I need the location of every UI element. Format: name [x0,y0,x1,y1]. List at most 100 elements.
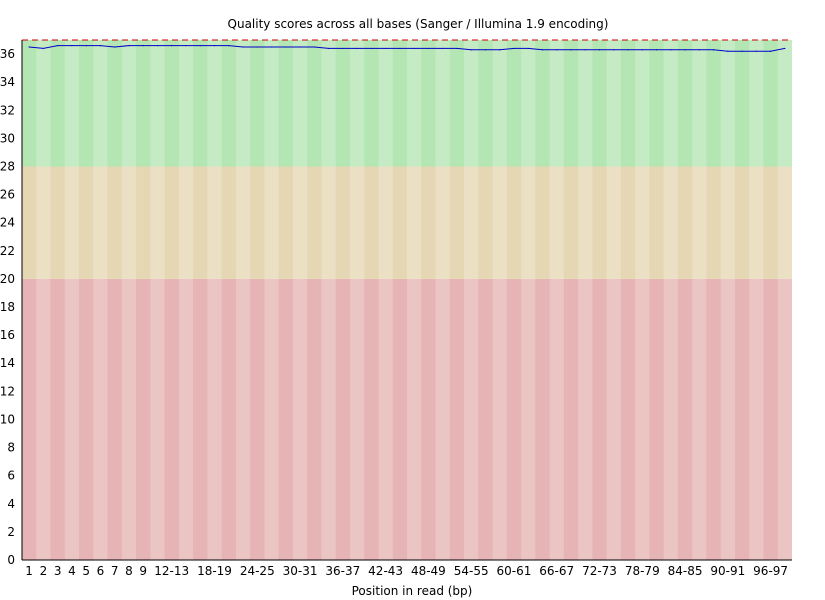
data-point-47 [698,49,700,51]
data-point-43 [641,49,643,51]
stripe-51 [749,40,764,560]
x-tick-label: 66-67 [539,564,574,578]
x-tick-label: 24-25 [240,564,275,578]
x-tick-label: 9 [139,564,147,578]
x-tick-label: 7 [111,564,119,578]
chart-title: Quality scores across all bases (Sanger … [228,17,609,31]
x-tick-label: 48-49 [411,564,446,578]
data-point-26 [399,47,401,50]
stripe-7 [121,40,137,560]
y-tick-label: 24 [0,216,15,230]
data-point-32 [484,49,487,51]
data-point-30 [456,47,458,50]
y-tick-label: 34 [0,75,15,89]
stripe-35 [521,40,536,560]
x-tick-label: 2 [40,564,48,578]
stripe-45 [663,40,678,560]
x-axis-ticks: 1 2 3 4 5 6 7 8 9 12-13 18-19 24-25 30-31 36-37 42-43 4… [25,564,788,578]
x-axis-label: Position in read (bp) [352,584,473,598]
data-point-23 [356,47,358,50]
position-stripes [36,40,792,560]
stripe-5 [93,40,108,560]
stripe-27 [407,40,422,560]
x-tick-label: 8 [125,564,133,578]
stripe-33 [492,40,507,560]
data-point-17 [270,46,273,48]
data-point-48 [712,49,715,51]
y-tick-label: 12 [0,384,15,398]
stripe-39 [578,40,593,560]
data-point-38 [570,49,572,51]
data-point-16 [256,46,258,48]
data-point-14 [228,45,230,47]
x-tick-label: 4 [68,564,76,578]
x-tick-label: 60-61 [497,564,532,578]
data-point-4 [85,45,87,47]
stripe-11 [178,40,194,560]
data-point-29 [442,47,444,50]
x-tick-label: 5 [82,564,90,578]
x-tick-label: 36-37 [325,564,360,578]
data-point-25 [385,47,387,50]
stripe-25 [378,40,393,560]
stripe-47 [692,40,707,560]
stripe-9 [150,40,165,560]
y-tick-label: 2 [7,525,15,539]
data-point-36 [541,49,544,51]
data-point-11 [185,45,187,47]
stripe-53 [777,40,792,560]
data-point-7 [128,45,130,47]
x-tick-label: 78-79 [625,564,660,578]
data-point-39 [584,49,586,51]
y-tick-label: 4 [7,497,15,511]
x-tick-label: 12-13 [154,564,189,578]
data-point-6 [114,46,116,48]
series-layer [28,45,786,52]
axes [21,40,792,561]
data-point-49 [727,50,729,52]
quality-bands [22,40,792,560]
data-point-44 [655,49,658,51]
data-point-27 [413,47,415,50]
data-point-20 [313,46,315,48]
stripe-3 [64,40,80,560]
data-point-0 [28,46,30,48]
y-tick-label: 26 [0,188,15,202]
data-point-52 [770,50,772,52]
series-line-0 [29,45,785,52]
data-point-10 [171,45,173,47]
y-tick-label: 22 [0,244,15,258]
x-tick-label: 72-73 [582,564,617,578]
data-point-33 [499,49,501,51]
data-point-9 [156,45,159,47]
y-tick-label: 8 [7,441,15,455]
y-tick-label: 36 [0,47,15,61]
y-tick-label: 0 [7,553,15,567]
y-tick-label: 14 [0,356,15,370]
data-point-40 [598,49,601,51]
x-tick-label: 96-97 [753,564,788,578]
data-point-37 [556,49,558,51]
y-tick-label: 32 [0,103,15,117]
stripe-17 [264,40,279,560]
data-point-19 [299,46,301,48]
x-tick-label: 18-19 [197,564,232,578]
data-point-31 [470,49,472,51]
y-tick-label: 28 [0,159,15,173]
data-point-45 [670,49,672,51]
x-tick-label: 6 [97,564,105,578]
data-point-34 [513,47,515,50]
data-point-22 [342,47,344,50]
x-tick-label: 30-31 [283,564,318,578]
data-point-53 [784,47,786,50]
data-point-12 [199,45,201,47]
data-point-5 [99,45,102,47]
x-tick-label: 54-55 [454,564,489,578]
stripe-29 [435,40,450,560]
data-point-15 [242,46,244,48]
y-tick-label: 18 [0,300,15,314]
stripe-19 [292,40,308,560]
